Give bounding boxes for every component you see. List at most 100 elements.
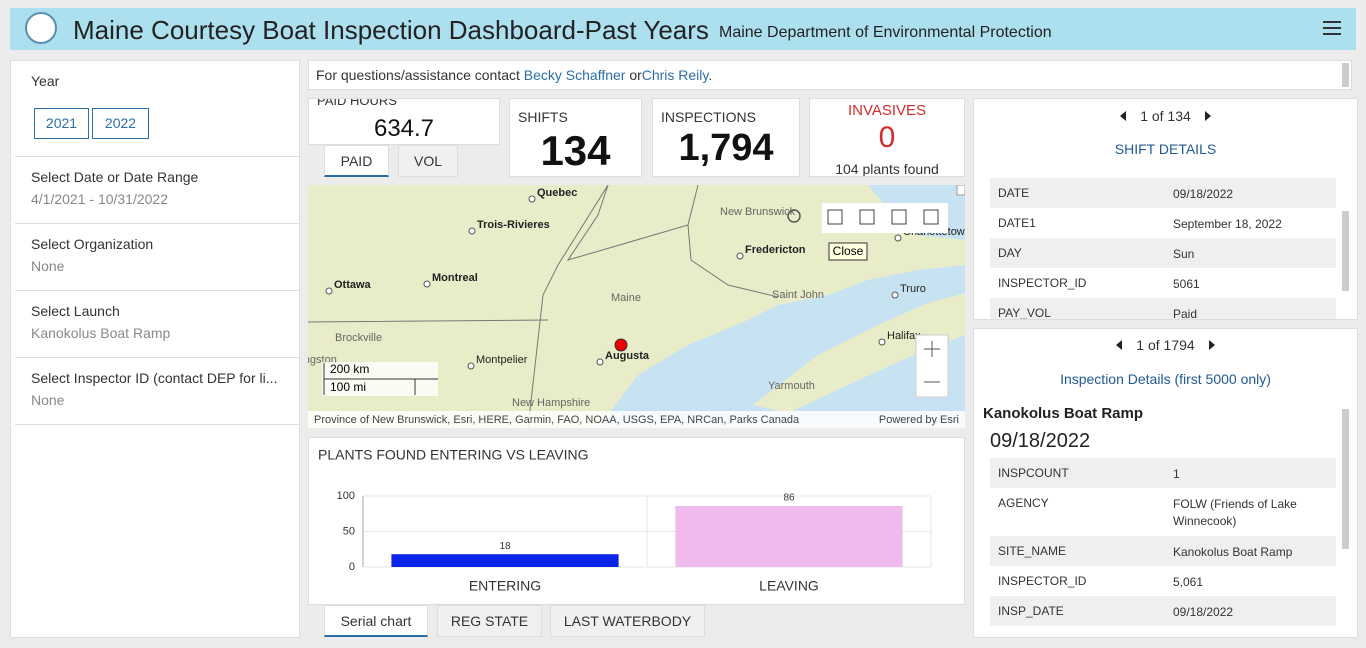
- contact-link[interactable]: Chris Reily: [641, 67, 709, 83]
- pager-text: 1 of 1794: [1136, 337, 1195, 353]
- map[interactable]: Quebec Trois-Rivieres Montreal Ottawa New Br…: [308, 185, 965, 428]
- scale-label: 100 mi: [330, 380, 366, 394]
- logo: [25, 12, 57, 44]
- indicator-label: PAID HOURS: [317, 98, 397, 108]
- detail-row: AGENCY FOLW (Friends of Lake Winnecook): [990, 488, 1336, 536]
- indicator-value: 1,794: [678, 127, 774, 169]
- filter-label: Select Date or Date Range: [31, 169, 199, 185]
- fullscreen-button[interactable]: [956, 185, 965, 196]
- field-name: DATE1: [998, 216, 1036, 230]
- layers-button[interactable]: [891, 209, 907, 225]
- detail-row: INSPECTOR_ID 5,061: [990, 566, 1336, 596]
- subtitle: Maine Department of Environmental Protec…: [719, 24, 1052, 41]
- search-button[interactable]: [787, 209, 801, 223]
- powered-by: Powered by Esri: [879, 414, 959, 426]
- filter-label: Select Launch: [31, 303, 120, 319]
- scale-line: [323, 363, 438, 395]
- field-value: 5,061: [1173, 575, 1204, 589]
- field-value: Kanokolus Boat Ramp: [1173, 545, 1293, 559]
- border: [308, 185, 779, 428]
- detail-row: DATE1 September 18, 2022: [990, 208, 1336, 238]
- field-name: INSP_DATE: [998, 604, 1064, 618]
- next-button[interactable]: [1204, 111, 1211, 121]
- info-text: For questions/assistance contact: [316, 67, 520, 83]
- indicator-value: 634.7: [373, 115, 435, 142]
- launch-marker[interactable]: [614, 338, 628, 352]
- field-name: PAY_VOL: [998, 306, 1051, 320]
- inspection-details: 1 of 1794 Inspection Details (first 5000…: [973, 328, 1358, 638]
- scrollbar[interactable]: [1342, 63, 1349, 87]
- filter[interactable]: Select Inspector ID (contact DEP for li.…: [15, 358, 299, 425]
- info-text: or: [629, 67, 642, 83]
- pager: 1 of 1794: [974, 337, 1357, 353]
- header: Maine Courtesy Boat Inspection Dashboard…: [10, 8, 1356, 50]
- place-label: Montreal: [432, 272, 478, 284]
- field-name: INSPECTOR_ID: [998, 276, 1087, 290]
- y-tick-label: 50: [343, 525, 355, 537]
- filter-value: None: [31, 258, 65, 274]
- value-label: 86: [783, 493, 795, 504]
- x-tick-label: ENTERING: [469, 578, 541, 594]
- zoom-in[interactable]: [924, 341, 940, 357]
- tab[interactable]: Serial chart: [324, 605, 428, 637]
- filter[interactable]: Select Date or Date Range 4/1/2021 - 10/3…: [15, 157, 299, 224]
- year-button[interactable]: 2021: [34, 108, 89, 139]
- field-value: 09/18/2022: [1173, 187, 1234, 201]
- place-label: Quebec: [537, 187, 577, 199]
- field-name: INSPCOUNT: [998, 466, 1069, 480]
- bar[interactable]: [391, 554, 619, 567]
- inspections-indicator: INSPECTIONS 1,794: [652, 98, 800, 177]
- field-name: AGENCY: [998, 496, 1049, 510]
- prev-button[interactable]: [1120, 111, 1127, 121]
- invasives-indicator: INVASIVES 0 104 plants found: [809, 98, 965, 177]
- scrollbar[interactable]: [1342, 409, 1349, 549]
- detail-row: INSP_DATE 09/18/2022: [990, 596, 1336, 626]
- year-button[interactable]: 2022: [92, 108, 149, 139]
- place-dot: [528, 195, 536, 203]
- indicator-value: 134: [540, 127, 611, 174]
- tab[interactable]: VOL: [398, 145, 458, 177]
- legend-button[interactable]: [859, 209, 875, 225]
- field-name: DAY: [998, 246, 1022, 260]
- place-label: Maine: [611, 292, 641, 304]
- prev-button[interactable]: [1116, 340, 1123, 350]
- filter[interactable]: Select Launch Kanokolus Boat Ramp: [15, 291, 299, 358]
- field-value: Sun: [1173, 247, 1195, 261]
- site-name: Kanokolus Boat Ramp: [983, 405, 1144, 422]
- place-label: Fredericton: [745, 244, 806, 256]
- detail-row: DATE 09/18/2022: [990, 178, 1336, 208]
- scrollbar[interactable]: [1342, 211, 1349, 291]
- detail-row: SITE_NAME Kanokolus Boat Ramp: [990, 536, 1336, 566]
- tab[interactable]: PAID: [324, 145, 389, 177]
- place-dot: [423, 280, 431, 288]
- filter-value: Kanokolus Boat Ramp: [31, 325, 171, 341]
- indicator-note: 104 plants found: [835, 161, 939, 177]
- menu-button[interactable]: [1323, 21, 1341, 35]
- detail-row: INSPECTOR_ID 5061: [990, 268, 1336, 298]
- contact-link[interactable]: Becky Schaffner: [523, 67, 626, 83]
- field-value: FOLW (Friends of Lake Winnecook): [1173, 497, 1297, 528]
- filter-label: Select Inspector ID (contact DEP for li.…: [31, 370, 278, 386]
- filter[interactable]: Select Organization None: [15, 224, 299, 291]
- ocean: [598, 265, 965, 428]
- paid-hours-indicator: PAID HOURS 634.7: [308, 98, 500, 145]
- next-button[interactable]: [1208, 340, 1215, 350]
- basemap-button[interactable]: [923, 209, 939, 225]
- place-label: New Brunswick: [720, 206, 796, 218]
- place-dot: [468, 227, 476, 235]
- indicator-label: SHIFTS: [518, 109, 568, 125]
- tab[interactable]: REG STATE: [437, 605, 542, 637]
- inspection-date: 09/18/2022: [990, 430, 1091, 452]
- map-toolbar: [822, 203, 948, 233]
- y-tick-label: 100: [337, 490, 355, 502]
- tab[interactable]: LAST WATERBODY: [550, 605, 705, 637]
- home-button[interactable]: [827, 209, 843, 225]
- pager-text: 1 of 134: [1140, 108, 1191, 124]
- field-value: 09/18/2022: [1173, 605, 1234, 619]
- x-tick-label: LEAVING: [759, 578, 819, 594]
- indicator-label: INSPECTIONS: [661, 109, 756, 125]
- bar[interactable]: [675, 505, 903, 567]
- filter-value: None: [31, 392, 65, 408]
- field-name: INSPECTOR_ID: [998, 574, 1087, 588]
- details-title: SHIFT DETAILS: [1114, 141, 1217, 157]
